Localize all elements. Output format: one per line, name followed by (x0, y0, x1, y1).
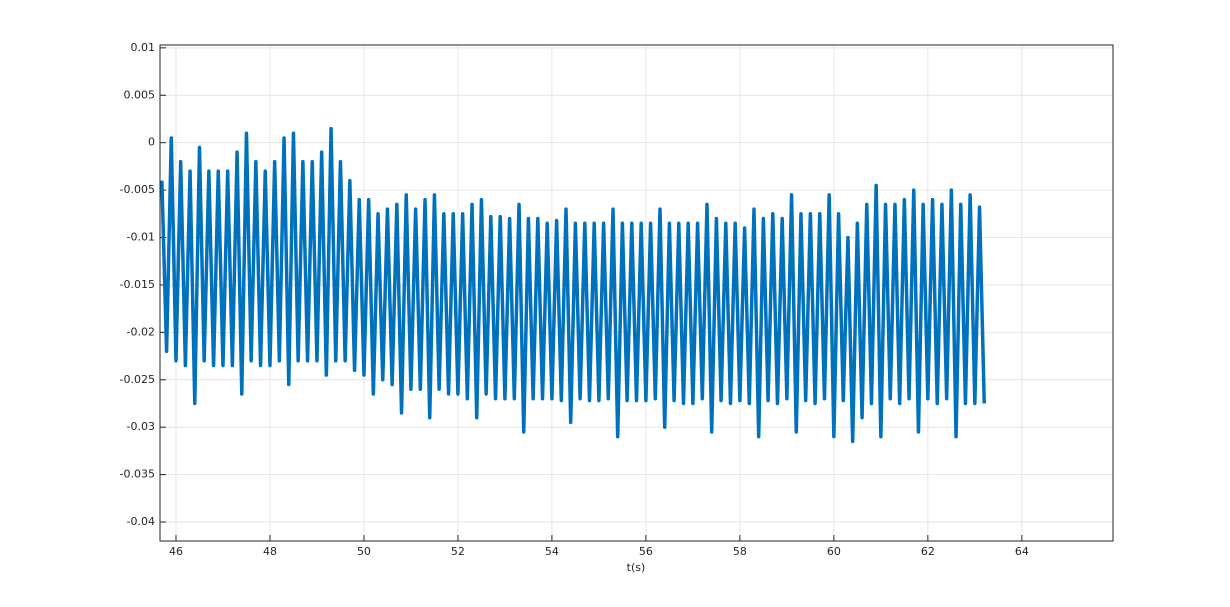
plot-frame (159, 44, 1114, 542)
x-tick-label: 62 (921, 545, 935, 558)
x-axis-label: t(s) (627, 561, 646, 574)
x-tick-label: 54 (545, 545, 559, 558)
y-tick-label: 0.01 (131, 41, 156, 54)
x-tick-label: 56 (639, 545, 653, 558)
y-tick-label: -0.005 (120, 183, 155, 196)
y-tick-label: -0.025 (120, 373, 155, 386)
y-tick-label: -0.04 (127, 515, 155, 528)
y-tick-label: -0.01 (127, 231, 155, 244)
x-tick-label: 48 (263, 545, 277, 558)
y-tick-label: 0 (148, 136, 155, 149)
x-tick-label: 52 (451, 545, 465, 558)
x-tick-label: 64 (1015, 545, 1029, 558)
x-tick-label: 58 (733, 545, 747, 558)
y-tick-label: -0.03 (127, 420, 155, 433)
x-tick-label: 46 (169, 545, 183, 558)
y-tick-label: -0.015 (120, 278, 155, 291)
y-tick-label: -0.02 (127, 325, 155, 338)
y-tick-label: -0.035 (120, 468, 155, 481)
x-tick-label: 50 (357, 545, 371, 558)
y-tick-label: 0.005 (124, 88, 156, 101)
signal-line (160, 126, 986, 444)
x-tick-label: 60 (827, 545, 841, 558)
